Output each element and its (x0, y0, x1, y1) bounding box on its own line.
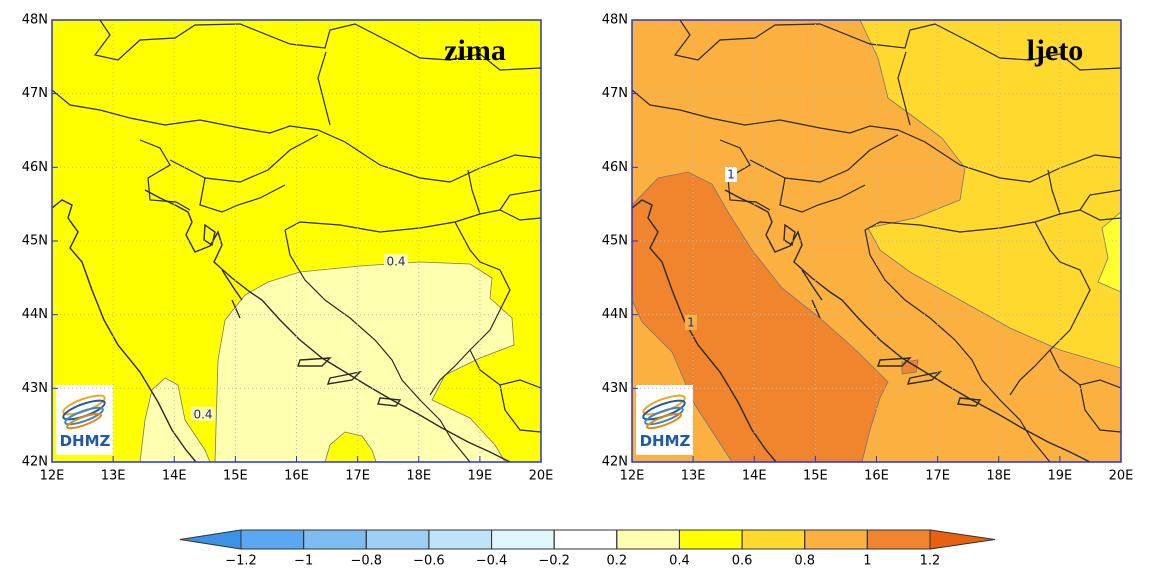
colorbar-label: −0.2 (538, 554, 570, 569)
colorbar-segment (491, 529, 555, 550)
x-tick-label: 19E (1047, 469, 1072, 484)
contour-label: 0.4 (193, 408, 212, 422)
panel-title: ljeto (1027, 34, 1084, 67)
colorbar-label: −0.4 (476, 554, 508, 569)
panel-title: zima (444, 34, 506, 67)
anomaly-region (324, 431, 377, 462)
colorbar-segment (866, 529, 931, 550)
anomaly-region (632, 171, 889, 462)
y-tick-label: 47N (22, 86, 48, 101)
colorbar-segment (678, 529, 743, 550)
x-tick-label: 16E (284, 469, 309, 484)
colorbar-label: 1.2 (920, 554, 941, 569)
label-bg (384, 254, 408, 268)
colorbar-label: 1 (863, 554, 871, 569)
colorbar-segment (741, 529, 806, 550)
x-tick-label: 16E (864, 469, 889, 484)
x-tick-label: 18E (986, 469, 1011, 484)
colorbar-segment (365, 529, 430, 550)
x-tick-label: 17E (345, 469, 370, 484)
colorbar-label: −0.8 (350, 554, 382, 569)
colorbar-label: 0.2 (606, 554, 627, 569)
x-tick-label: 14E (742, 469, 767, 484)
colorbar-label: −1.2 (225, 554, 257, 569)
x-tick-label: 15E (223, 469, 248, 484)
y-tick-label: 47N (602, 86, 628, 101)
colorbar-segment (303, 529, 367, 550)
y-tick-label: 42N (602, 455, 628, 470)
y-tick-label: 44N (602, 307, 628, 322)
y-tick-label: 45N (602, 234, 628, 249)
map-panel: DHMZ ljeto 1 1 12E 13E 14E 15E 16E 17E 18E 19E 2… (602, 13, 1134, 484)
anomaly-region (139, 377, 211, 462)
colorbar-segment (804, 529, 868, 550)
x-tick-label: 17E (925, 469, 950, 484)
colorbar-label: −1 (294, 554, 313, 569)
colorbar-segment (240, 529, 305, 550)
colorbar-label: −0.6 (413, 554, 445, 569)
x-tick-label: 12E (40, 469, 65, 484)
y-tick-label: 45N (22, 234, 48, 249)
label-bg (191, 407, 215, 421)
plot-frame (631, 19, 1122, 463)
logo-text: DHMZ (60, 432, 111, 450)
x-tick-label: 12E (620, 469, 645, 484)
colorbar-segment (428, 529, 493, 550)
colorbar-label: 0.4 (669, 554, 690, 569)
x-tick-label: 13E (681, 469, 706, 484)
x-tick-label: 15E (803, 469, 828, 484)
colorbar-extension (929, 529, 996, 550)
y-tick-label: 44N (22, 307, 48, 322)
y-tick-label: 42N (22, 455, 48, 470)
colorbar-label: 0.6 (732, 554, 753, 569)
anomaly-region (214, 261, 515, 462)
x-tick-label: 18E (406, 469, 431, 484)
colorbar-segment (553, 529, 618, 550)
y-tick-label: 48N (602, 13, 628, 28)
map-panel: DHMZ zima 0.4 0.4 12E 13E 14E 15E 16E 17E 18E 1… (22, 13, 554, 484)
colorbar-label: 0.8 (794, 554, 815, 569)
y-tick-label: 46N (602, 160, 628, 175)
x-tick-label: 19E (467, 469, 492, 484)
x-tick-label: 20E (1109, 469, 1134, 484)
colorbar-segment (616, 529, 680, 550)
logo-text: DHMZ (640, 432, 691, 450)
x-tick-label: 14E (162, 469, 187, 484)
colorbar: −1.2 −1 −0.8 −0.6 −0.4 −0.2 0.2 0.4 0.6 0.8 1 1.2 (179, 529, 996, 569)
y-tick-label: 43N (602, 381, 628, 396)
label-bg (725, 167, 737, 182)
colorbar-extension (179, 529, 242, 550)
y-tick-label: 48N (22, 13, 48, 28)
contour-label: 1 (727, 168, 735, 182)
label-bg (685, 315, 697, 330)
y-tick-label: 43N (22, 381, 48, 396)
contour-label: 0.4 (386, 255, 405, 269)
contour-label: 1 (687, 316, 695, 330)
x-tick-label: 13E (101, 469, 126, 484)
anomaly-region (901, 359, 919, 375)
x-tick-label: 20E (529, 469, 554, 484)
plot-frame (51, 19, 542, 463)
anomaly-region (1097, 211, 1121, 293)
y-tick-label: 46N (22, 160, 48, 175)
